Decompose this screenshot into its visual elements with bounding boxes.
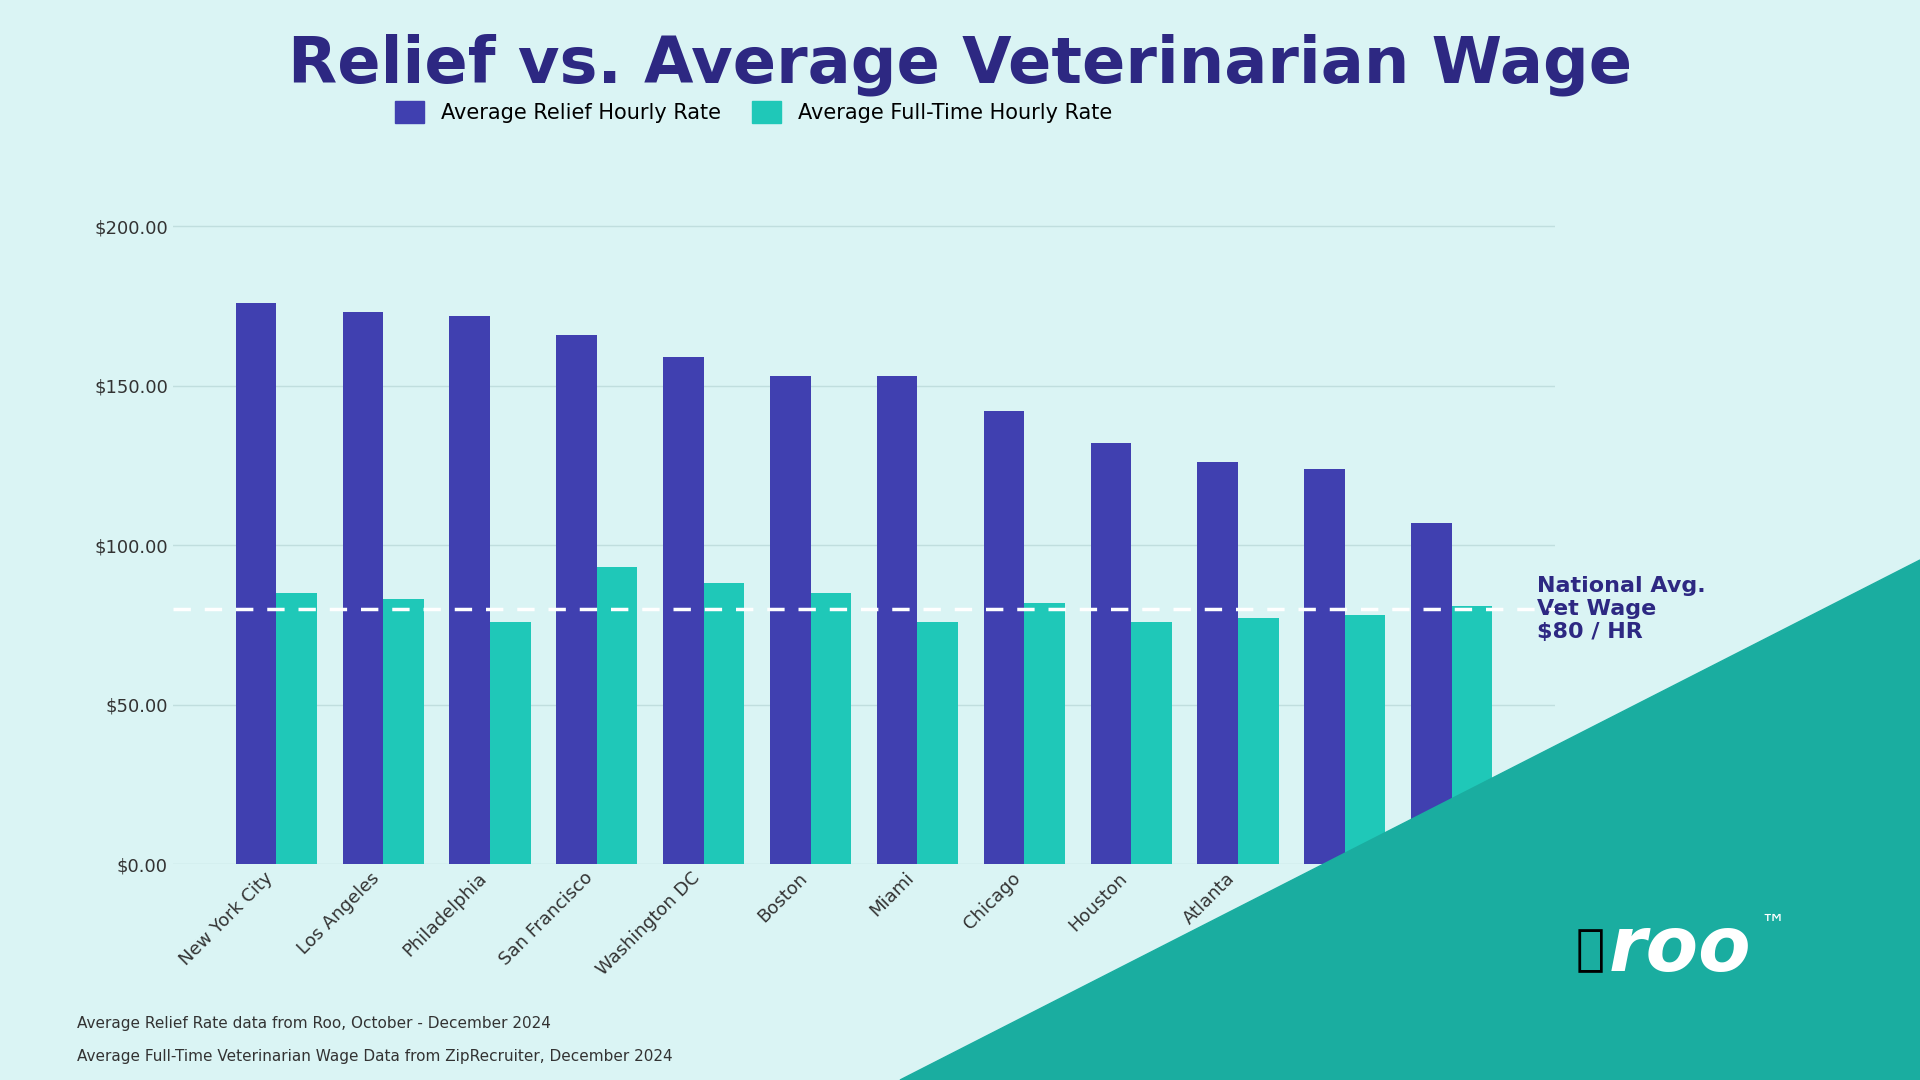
Polygon shape — [900, 561, 1920, 1080]
Text: ™: ™ — [1761, 913, 1786, 937]
Bar — [236, 302, 276, 864]
Bar — [810, 593, 851, 864]
Bar — [1344, 616, 1386, 864]
Bar — [597, 567, 637, 864]
Text: Average Relief Rate data from Roo, October - December 2024: Average Relief Rate data from Roo, Octob… — [77, 1016, 551, 1031]
Bar — [1238, 619, 1279, 864]
Bar — [983, 411, 1023, 864]
Bar — [1131, 622, 1171, 864]
Bar — [557, 335, 597, 864]
Text: Relief vs. Average Veterinarian Wage: Relief vs. Average Veterinarian Wage — [288, 33, 1632, 96]
Text: Average Full-Time Veterinarian Wage Data from ZipRecruiter, December 2024: Average Full-Time Veterinarian Wage Data… — [77, 1049, 672, 1064]
Text: 🦘: 🦘 — [1576, 926, 1605, 974]
Bar — [1091, 443, 1131, 864]
Bar — [384, 599, 424, 864]
Text: roo: roo — [1609, 913, 1751, 987]
Bar — [662, 357, 705, 864]
Bar — [1452, 606, 1492, 864]
Bar — [770, 376, 810, 864]
Bar — [1198, 462, 1238, 864]
Legend: Average Relief Hourly Rate, Average Full-Time Hourly Rate: Average Relief Hourly Rate, Average Full… — [384, 91, 1123, 134]
Bar — [1304, 469, 1344, 864]
Text: National Avg.
Vet Wage
$80 / HR: National Avg. Vet Wage $80 / HR — [1538, 576, 1705, 643]
Bar — [276, 593, 317, 864]
Bar — [705, 583, 745, 864]
Bar — [490, 622, 530, 864]
Bar — [1411, 523, 1452, 864]
Bar — [877, 376, 918, 864]
Bar — [1023, 603, 1066, 864]
Bar — [449, 315, 490, 864]
Bar — [342, 312, 384, 864]
Bar — [918, 622, 958, 864]
